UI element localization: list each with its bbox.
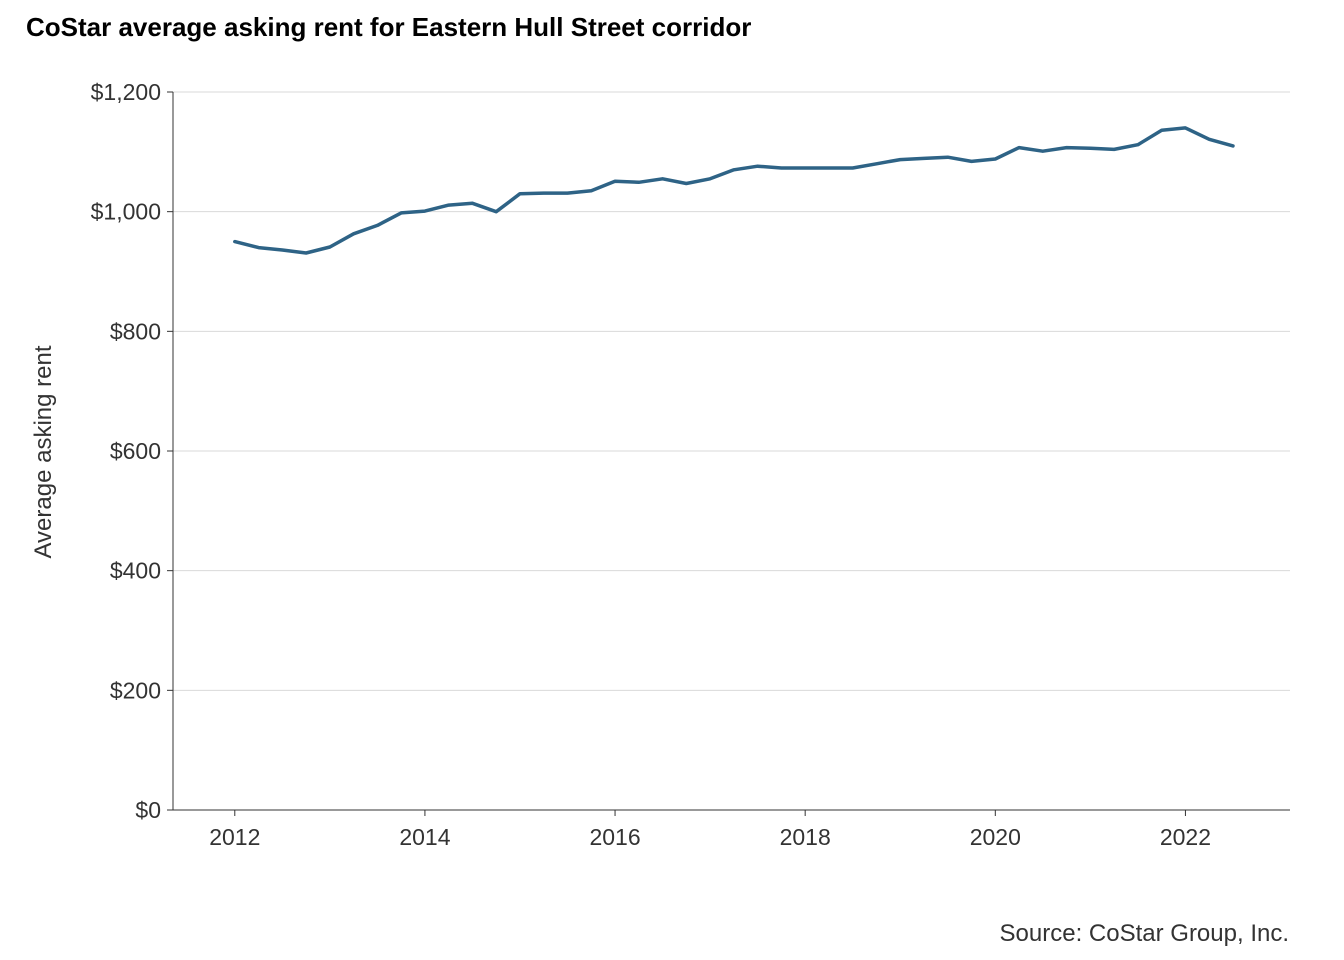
y-tick-label: $800 xyxy=(110,318,161,344)
chart-title: CoStar average asking rent for Eastern H… xyxy=(26,12,752,42)
x-tick-label: 2016 xyxy=(589,824,640,850)
x-tick-label: 2014 xyxy=(399,824,450,850)
y-tick-label: $1,000 xyxy=(91,199,161,225)
series-group xyxy=(233,126,1235,255)
y-tick-label: $0 xyxy=(135,797,161,823)
x-tick-label: 2022 xyxy=(1160,824,1211,850)
x-axis-ticks: 2012 2014 2016 2018 2020 2022 xyxy=(209,810,1211,850)
series-line xyxy=(233,126,1235,255)
y-tick-label: $200 xyxy=(110,677,161,703)
y-tick-label: $600 xyxy=(110,438,161,464)
y-tick-label: $1,200 xyxy=(91,79,161,105)
x-tick-label: 2020 xyxy=(970,824,1021,850)
x-tick-label: 2018 xyxy=(780,824,831,850)
y-axis-title: Average asking rent xyxy=(30,345,57,558)
source-caption: Source: CoStar Group, Inc. xyxy=(999,920,1289,947)
y-tick-label: $400 xyxy=(110,558,161,584)
gridlines xyxy=(173,91,1290,691)
x-tick-label: 2012 xyxy=(209,824,260,850)
y-axis-ticks: $0 $200 $400 $600 $800 $1,000 $1,200 xyxy=(91,79,173,823)
